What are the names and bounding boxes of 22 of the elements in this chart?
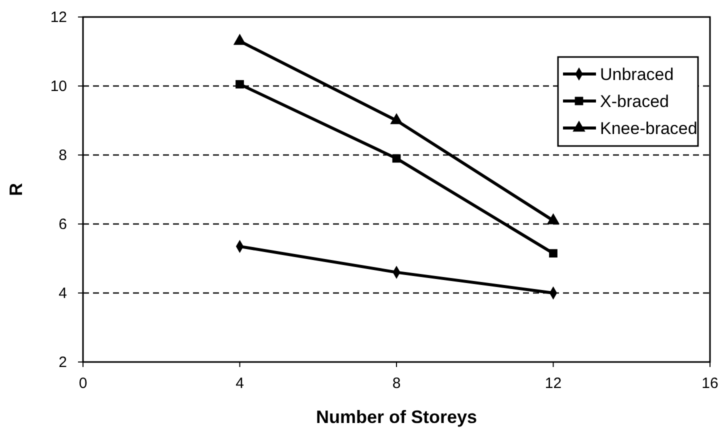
x-tick-label: 16 [702, 375, 718, 392]
x-axis-title: Number of Storeys [316, 407, 478, 427]
x-tick-label: 8 [392, 375, 401, 392]
y-tick-label: 10 [50, 78, 67, 95]
x-tick-label: 0 [78, 375, 88, 392]
legend-label: X-braced [600, 92, 669, 111]
x-tick-label: 4 [236, 375, 244, 392]
point [233, 34, 246, 45]
point [236, 80, 244, 88]
point [546, 213, 560, 224]
y-tick-label: 6 [58, 216, 67, 233]
legend-label: Unbraced [600, 65, 674, 84]
point [390, 113, 403, 124]
point [549, 249, 558, 258]
y-tick-label: 4 [58, 285, 67, 302]
y-tick-label: 8 [58, 147, 67, 164]
point [392, 154, 401, 163]
y-axis-title: R [6, 183, 26, 196]
y-tick-label: 12 [50, 9, 67, 26]
y-tick-label: 2 [58, 354, 67, 371]
x-tick-label: 12 [544, 375, 562, 392]
legend-label: Knee-braced [600, 119, 698, 138]
